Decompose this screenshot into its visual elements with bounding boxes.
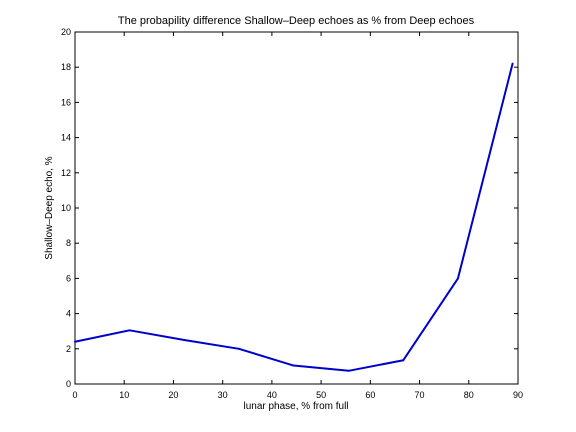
x-tick-label: 50 (316, 390, 326, 400)
x-axis-label: lunar phase, % from full (243, 401, 348, 412)
chart-title: The probapility difference Shallow–Deep … (118, 15, 475, 27)
data-point (347, 369, 350, 372)
x-tick-label: 30 (218, 390, 228, 400)
data-point (511, 62, 514, 65)
plot-area (74, 31, 519, 385)
data-point (74, 340, 76, 343)
x-axis: 0 10 20 30 40 50 60 70 80 90 (72, 32, 523, 400)
y-tick-label: 14 (61, 133, 71, 143)
y-axis-label: Shallow–Deep echo, % (44, 156, 55, 260)
y-tick-label: 2 (66, 344, 71, 354)
data-point (292, 364, 295, 367)
data-point (456, 277, 459, 280)
data-point (183, 339, 186, 341)
data-point (128, 329, 131, 332)
y-tick-label: 10 (61, 203, 71, 213)
y-axis: 0 2 4 6 8 10 12 14 16 18 20 (61, 27, 518, 389)
x-tick-label: 90 (513, 390, 523, 400)
y-tick-label: 8 (66, 238, 71, 248)
data-point (237, 347, 240, 350)
y-tick-label: 20 (61, 27, 71, 37)
x-tick-label: 70 (415, 390, 425, 400)
x-tick-label: 60 (365, 390, 375, 400)
x-tick-label: 40 (267, 390, 277, 400)
x-tick-label: 0 (72, 390, 77, 400)
y-tick-label: 4 (66, 309, 71, 319)
y-tick-label: 12 (61, 168, 71, 178)
x-tick-label: 20 (168, 390, 178, 400)
x-tick-label: 10 (119, 390, 129, 400)
x-tick-label: 80 (464, 390, 474, 400)
y-tick-label: 6 (66, 273, 71, 283)
y-tick-label: 18 (61, 62, 71, 72)
y-tick-label: 0 (66, 379, 71, 389)
data-point (402, 359, 405, 362)
y-tick-label: 16 (61, 97, 71, 107)
series-layer (74, 62, 514, 372)
